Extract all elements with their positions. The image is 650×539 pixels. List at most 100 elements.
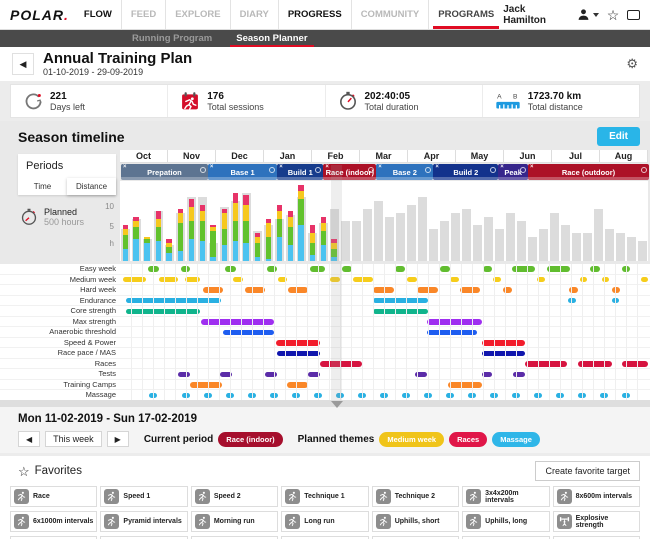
settings-gear-icon[interactable]: ⚙ [626, 56, 638, 71]
resize-handle-icon[interactable] [490, 167, 497, 173]
theme-segment-massage[interactable] [181, 392, 191, 399]
theme-segment-medium-week[interactable] [123, 276, 147, 283]
period-prepation[interactable]: × Prepation [121, 164, 208, 180]
actual-bar-week-14[interactable] [265, 219, 272, 261]
theme-segment-hard-week[interactable] [568, 287, 578, 293]
period-build-2[interactable]: × Build 2 [433, 164, 499, 180]
planned-bar-week-32[interactable] [462, 209, 471, 261]
favorite-long-run[interactable]: Long run [281, 511, 369, 532]
nav-item-community[interactable]: COMMUNITY [350, 0, 429, 29]
resize-handle-icon[interactable] [315, 167, 322, 173]
planned-bar-week-22[interactable] [352, 221, 361, 261]
favorite-uphills-long[interactable]: Uphills, long [462, 511, 550, 532]
theme-segment-easy-week[interactable] [147, 266, 159, 272]
theme-segment-easy-week[interactable] [511, 266, 535, 272]
theme-segment-tests[interactable] [481, 371, 492, 378]
favorite-technique-1[interactable]: Technique 1 [281, 486, 369, 507]
theme-segment-easy-week[interactable] [395, 266, 405, 272]
period-peak[interactable]: × Peak [498, 164, 528, 180]
resize-handle-icon[interactable] [199, 167, 206, 173]
theme-segment-training-camps[interactable] [287, 382, 309, 388]
theme-segment-massage[interactable] [511, 392, 521, 399]
theme-segment-hard-week[interactable] [373, 287, 394, 293]
planned-bar-week-41[interactable] [561, 225, 570, 261]
actual-bar-week-4[interactable] [155, 211, 162, 261]
resize-handle-icon[interactable] [641, 167, 647, 173]
favorite-speed-2[interactable]: Speed 2 [190, 486, 279, 507]
theme-segment-tests[interactable] [178, 371, 191, 378]
planned-bar-week-26[interactable] [396, 213, 405, 261]
theme-segment-massage[interactable] [599, 392, 609, 399]
theme-segment-massage[interactable] [357, 392, 367, 399]
theme-segment-massage[interactable] [203, 392, 213, 399]
favorite-explosive-strength[interactable]: Explosive strength [552, 511, 640, 532]
planned-bar-week-25[interactable] [385, 217, 394, 261]
theme-segment-medium-week[interactable] [450, 276, 459, 283]
theme-segment-races[interactable] [577, 361, 612, 367]
planned-bar-week-20[interactable] [329, 209, 339, 261]
favorite-technique-2[interactable]: Technique 2 [371, 486, 460, 507]
period-build-1[interactable]: × Build 1 [277, 164, 324, 180]
planned-bar-week-39[interactable] [538, 229, 548, 261]
favorite-maximum-strength[interactable]: Maximum strength [100, 536, 188, 539]
resize-handle-icon[interactable] [519, 167, 526, 173]
actual-bar-week-11[interactable] [232, 193, 239, 261]
actual-bar-week-9[interactable] [210, 225, 217, 261]
theme-segment-easy-week[interactable] [546, 266, 570, 272]
planned-bar-week-30[interactable] [440, 221, 449, 261]
planned-bar-week-29[interactable] [429, 229, 438, 261]
theme-segment-easy-week[interactable] [589, 266, 600, 272]
favorite-plyometric-strength[interactable]: Plyometric strength [10, 536, 98, 539]
polar-logo[interactable]: POLAR. [10, 6, 69, 23]
theme-segment-massage[interactable] [401, 392, 411, 399]
theme-segment-massage[interactable] [247, 392, 257, 399]
theme-segment-easy-week[interactable] [224, 266, 236, 272]
back-button[interactable]: ◀ [12, 53, 34, 75]
subnav-item-running-program[interactable]: Running Program [132, 33, 213, 44]
prev-week-button[interactable]: ◀ [18, 431, 41, 447]
planned-bar-week-43[interactable] [583, 233, 592, 261]
actual-bar-week-5[interactable] [166, 239, 173, 261]
user-name[interactable]: Jack Hamilton [503, 3, 546, 26]
theme-segment-tests[interactable] [512, 371, 525, 378]
remove-period-icon[interactable]: × [530, 164, 534, 170]
remove-period-icon[interactable]: × [500, 164, 504, 170]
theme-segment-easy-week[interactable] [180, 266, 191, 272]
favorite-race[interactable]: Race [10, 486, 98, 507]
planned-bar-week-48[interactable] [638, 241, 647, 261]
theme-segment-massage[interactable] [291, 392, 301, 399]
planned-bar-week-44[interactable] [594, 209, 603, 261]
theme-segment-medium-week[interactable] [641, 276, 648, 283]
planned-bar-week-47[interactable] [627, 237, 636, 261]
favorite-endurance-strength-1[interactable]: Endurance strength 1 [371, 536, 460, 539]
timeline-scroll-rail[interactable] [0, 400, 650, 408]
favorite-morning-run[interactable]: Morning run [190, 511, 279, 532]
theme-segment-max-strength[interactable] [201, 319, 274, 325]
favorite-core-strength-1[interactable]: Core strength 1 [190, 536, 279, 539]
planned-bar-week-37[interactable] [517, 221, 526, 261]
tab-time[interactable]: Time [18, 178, 67, 195]
theme-badge-massage[interactable]: Massage [492, 431, 540, 447]
theme-segment-medium-week[interactable] [278, 276, 288, 283]
theme-segment-massage[interactable] [489, 392, 499, 399]
theme-segment-massage[interactable] [225, 392, 235, 399]
theme-segment-endurance[interactable] [611, 297, 620, 304]
theme-segment-medium-week[interactable] [184, 276, 201, 283]
favorite-flexibility[interactable]: Flexibility [462, 536, 550, 539]
next-week-button[interactable]: ▶ [106, 431, 129, 447]
theme-segment-core-strength[interactable] [373, 308, 428, 315]
theme-segment-easy-week[interactable] [342, 266, 353, 272]
actual-bar-week-18[interactable] [309, 225, 316, 261]
theme-segment-hard-week[interactable] [417, 287, 438, 293]
resize-handle-icon[interactable] [368, 167, 375, 173]
theme-segment-speed-power[interactable] [481, 340, 525, 346]
planned-bar-week-28[interactable] [418, 197, 427, 261]
theme-segment-massage[interactable] [269, 392, 279, 399]
theme-segment-easy-week[interactable] [310, 266, 325, 272]
theme-segment-massage[interactable] [379, 392, 389, 399]
nav-item-diary[interactable]: DIARY [229, 0, 278, 29]
period-base-1[interactable]: × Base 1 [207, 164, 278, 180]
theme-badge-medium-week[interactable]: Medium week [379, 431, 445, 447]
planned-bar-week-42[interactable] [571, 233, 581, 261]
theme-segment-endurance[interactable] [125, 297, 222, 304]
